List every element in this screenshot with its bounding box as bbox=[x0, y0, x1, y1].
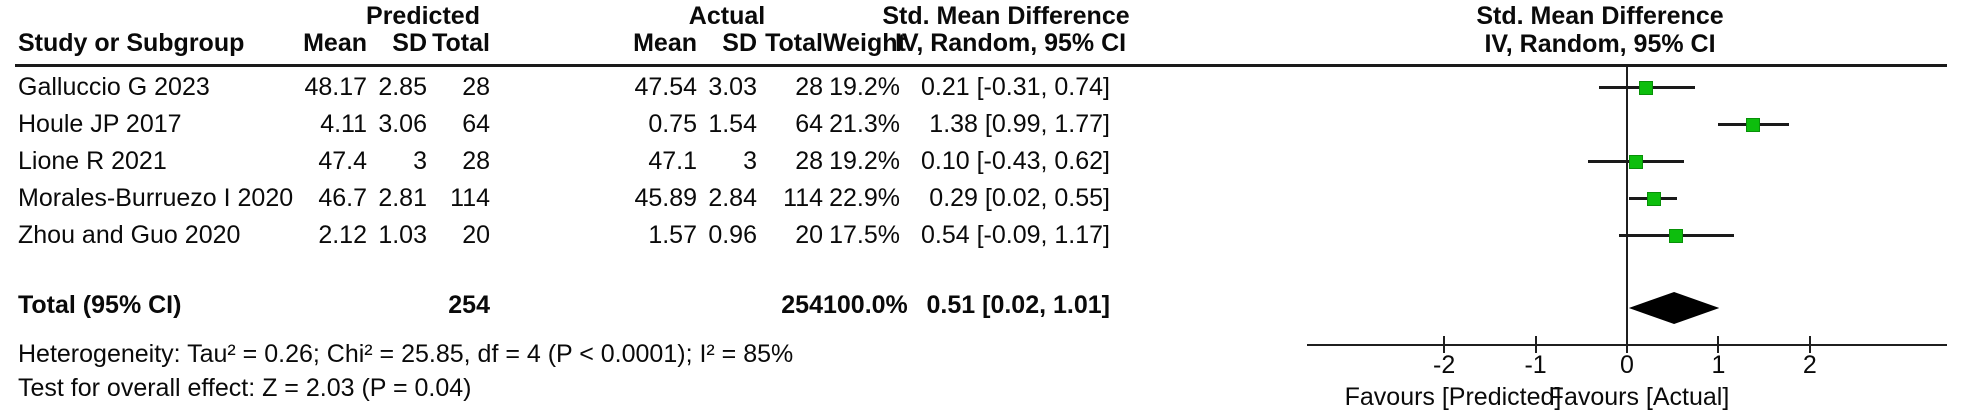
table-cell-header-p_sd: SD bbox=[392, 29, 427, 57]
table-cell-a_mean: 1.57 bbox=[648, 221, 697, 249]
table-cell-header-a_mean: Mean bbox=[633, 29, 697, 57]
table-cell-header-p_mean: Mean bbox=[303, 29, 367, 57]
axis-tick bbox=[1808, 336, 1811, 353]
table-cell-weight: 22.9% bbox=[829, 184, 900, 212]
table-cell-p_mean: 4.11 bbox=[320, 110, 367, 138]
table-cell-p_total: 28 bbox=[462, 73, 490, 101]
table-cell-weight: 21.3% bbox=[829, 110, 900, 138]
summary-diamond bbox=[1628, 292, 1720, 324]
group-header-predicted: Predicted bbox=[366, 2, 480, 30]
table-cell-study: Morales-Burruezo I 2020 bbox=[18, 184, 294, 212]
table-cell-header-a_total: Total bbox=[765, 29, 823, 57]
effect-marker bbox=[1646, 191, 1661, 206]
table-cell-study: Lione R 2021 bbox=[18, 147, 167, 175]
axis-tick-label: 0 bbox=[1620, 351, 1634, 379]
table-cell-a_total: 28 bbox=[795, 147, 823, 175]
table-cell-smd: 0.10 [-0.43, 0.62] bbox=[920, 147, 1110, 175]
axis-tick-label: -2 bbox=[1433, 351, 1456, 379]
table-cell-weight: 19.2% bbox=[829, 73, 900, 101]
table-cell-study: Zhou and Guo 2020 bbox=[18, 221, 241, 249]
effect-marker bbox=[1669, 228, 1684, 243]
header-divider-line bbox=[15, 64, 1947, 67]
table-cell-a_sd: 1.54 bbox=[708, 110, 757, 138]
table-cell-a_mean: 45.89 bbox=[634, 184, 697, 212]
table-cell-smd: 1.38 [0.99, 1.77] bbox=[929, 110, 1110, 138]
table-cell-header-weight: Weight bbox=[823, 29, 906, 57]
table-cell-a_mean: 0.75 bbox=[648, 110, 697, 138]
table-cell-a_sd: 3.03 bbox=[708, 73, 757, 101]
table-cell-p_sd: 2.85 bbox=[378, 73, 427, 101]
effect-marker bbox=[1639, 80, 1654, 95]
table-cell-a_total: 20 bbox=[795, 221, 823, 249]
table-cell-a_mean: 47.54 bbox=[634, 73, 697, 101]
plot-header-line2: IV, Random, 95% CI bbox=[1484, 30, 1716, 58]
table-cell-a_sd: 3 bbox=[743, 147, 757, 175]
table-cell-p_sd: 3 bbox=[413, 147, 427, 175]
group-header-actual: Actual bbox=[688, 2, 766, 30]
plot-header-line1: Std. Mean Difference bbox=[1476, 2, 1724, 30]
table-cell-header-smd: IV, Random, 95% CI bbox=[895, 29, 1127, 57]
axis-tick-label: 2 bbox=[1802, 351, 1817, 379]
table-cell-total-smd: 0.51 [0.02, 1.01] bbox=[926, 291, 1110, 319]
table-cell-p_sd: 3.06 bbox=[378, 110, 427, 138]
favours-left-label: Favours [Predicted] bbox=[1344, 383, 1562, 411]
table-cell-p_mean: 2.12 bbox=[318, 221, 367, 249]
axis-tick bbox=[1534, 336, 1537, 353]
table-cell-total-p_total: 254 bbox=[448, 291, 490, 319]
table-cell-p_sd: 2.81 bbox=[378, 184, 427, 212]
table-cell-a_total: 114 bbox=[783, 184, 823, 212]
table-cell-header-a_sd: SD bbox=[722, 29, 757, 57]
table-cell-study: Houle JP 2017 bbox=[18, 110, 182, 138]
table-cell-header-study: Study or Subgroup bbox=[18, 29, 245, 57]
axis-tick bbox=[1443, 336, 1446, 353]
table-cell-total-weight: 100.0% bbox=[823, 291, 908, 319]
table-cell-weight: 19.2% bbox=[829, 147, 900, 175]
table-cell-a_sd: 2.84 bbox=[708, 184, 757, 212]
axis-tick-label: 1 bbox=[1711, 351, 1726, 379]
axis-tick-label: -1 bbox=[1524, 351, 1547, 379]
table-cell-study: Galluccio G 2023 bbox=[18, 73, 210, 101]
table-cell-total-a_total: 254 bbox=[781, 291, 823, 319]
effect-marker bbox=[1746, 117, 1761, 132]
axis-tick bbox=[1717, 336, 1720, 353]
table-cell-p_total: 114 bbox=[450, 184, 490, 212]
table-cell-p_mean: 48.17 bbox=[304, 73, 367, 101]
table-cell-p_total: 64 bbox=[462, 110, 490, 138]
table-cell-p_mean: 47.4 bbox=[318, 147, 367, 175]
table-cell-smd: 0.54 [-0.09, 1.17] bbox=[920, 221, 1110, 249]
table-cell-p_sd: 1.03 bbox=[378, 221, 427, 249]
heterogeneity-text: Heterogeneity: Tau² = 0.26; Chi² = 25.85… bbox=[18, 340, 794, 368]
table-cell-p_total: 28 bbox=[462, 147, 490, 175]
favours-right-label: Favours [Actual] bbox=[1548, 383, 1730, 411]
table-cell-total-study: Total (95% CI) bbox=[18, 291, 182, 319]
effect-marker bbox=[1629, 154, 1644, 169]
group-header-smd-table: Std. Mean Difference bbox=[882, 2, 1130, 30]
table-cell-smd: 0.21 [-0.31, 0.74] bbox=[920, 73, 1110, 101]
table-cell-a_mean: 47.1 bbox=[648, 147, 697, 175]
zero-reference-line bbox=[1626, 67, 1628, 345]
table-cell-smd: 0.29 [0.02, 0.55] bbox=[929, 184, 1110, 212]
table-cell-a_total: 64 bbox=[795, 110, 823, 138]
table-cell-weight: 17.5% bbox=[829, 221, 900, 249]
overall-effect-text: Test for overall effect: Z = 2.03 (P = 0… bbox=[18, 374, 472, 402]
table-cell-header-p_total: Total bbox=[432, 29, 490, 57]
table-cell-p_mean: 46.7 bbox=[318, 184, 367, 212]
table-cell-p_total: 20 bbox=[462, 221, 490, 249]
axis-tick bbox=[1626, 336, 1628, 353]
table-cell-a_sd: 0.96 bbox=[708, 221, 757, 249]
table-cell-a_total: 28 bbox=[795, 73, 823, 101]
